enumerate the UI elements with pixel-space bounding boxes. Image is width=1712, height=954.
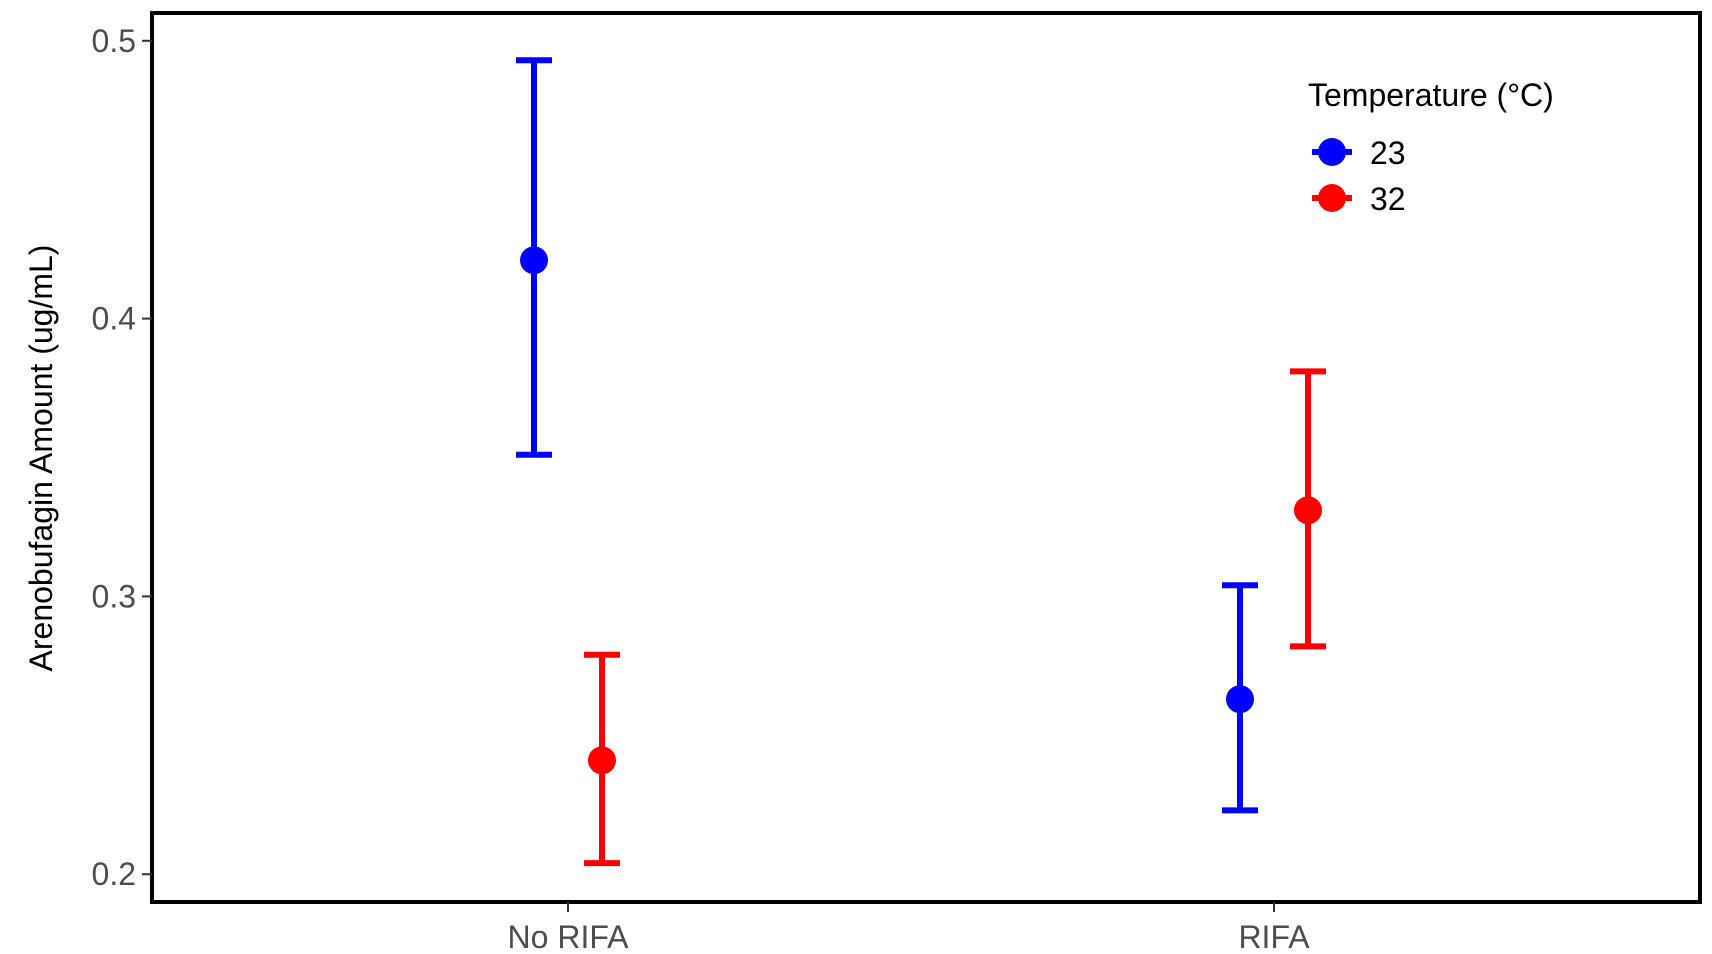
legend-title: Temperature (°C) <box>1308 77 1554 113</box>
data-point <box>520 246 548 275</box>
data-point <box>1226 685 1254 714</box>
data-marks <box>516 57 1326 867</box>
x-tick-label: RIFA <box>1238 919 1310 954</box>
series-32 <box>584 368 1326 867</box>
y-tick-label: 0.3 <box>92 578 136 614</box>
x-axis-ticks: No RIFA RIFA <box>508 902 1310 954</box>
data-point <box>1294 496 1322 525</box>
y-axis-title: Arenobufagin Amount (ug/mL) <box>23 245 59 672</box>
legend-item: 32 <box>1312 181 1406 217</box>
legend-item: 23 <box>1312 135 1406 171</box>
legend-key-point <box>1318 138 1346 166</box>
y-tick-label: 0.2 <box>92 856 136 892</box>
legend-label: 32 <box>1370 181 1406 217</box>
y-tick-label: 0.4 <box>92 301 136 337</box>
legend-key-point <box>1318 184 1346 212</box>
y-axis-ticks: 0.2 0.3 0.4 0.5 <box>92 23 152 892</box>
legend-label: 23 <box>1370 135 1406 171</box>
x-tick-label: No RIFA <box>508 919 630 954</box>
y-tick-label: 0.5 <box>92 23 136 59</box>
data-point <box>588 746 616 775</box>
plot-panel <box>150 11 1702 904</box>
series-23 <box>516 57 1258 814</box>
